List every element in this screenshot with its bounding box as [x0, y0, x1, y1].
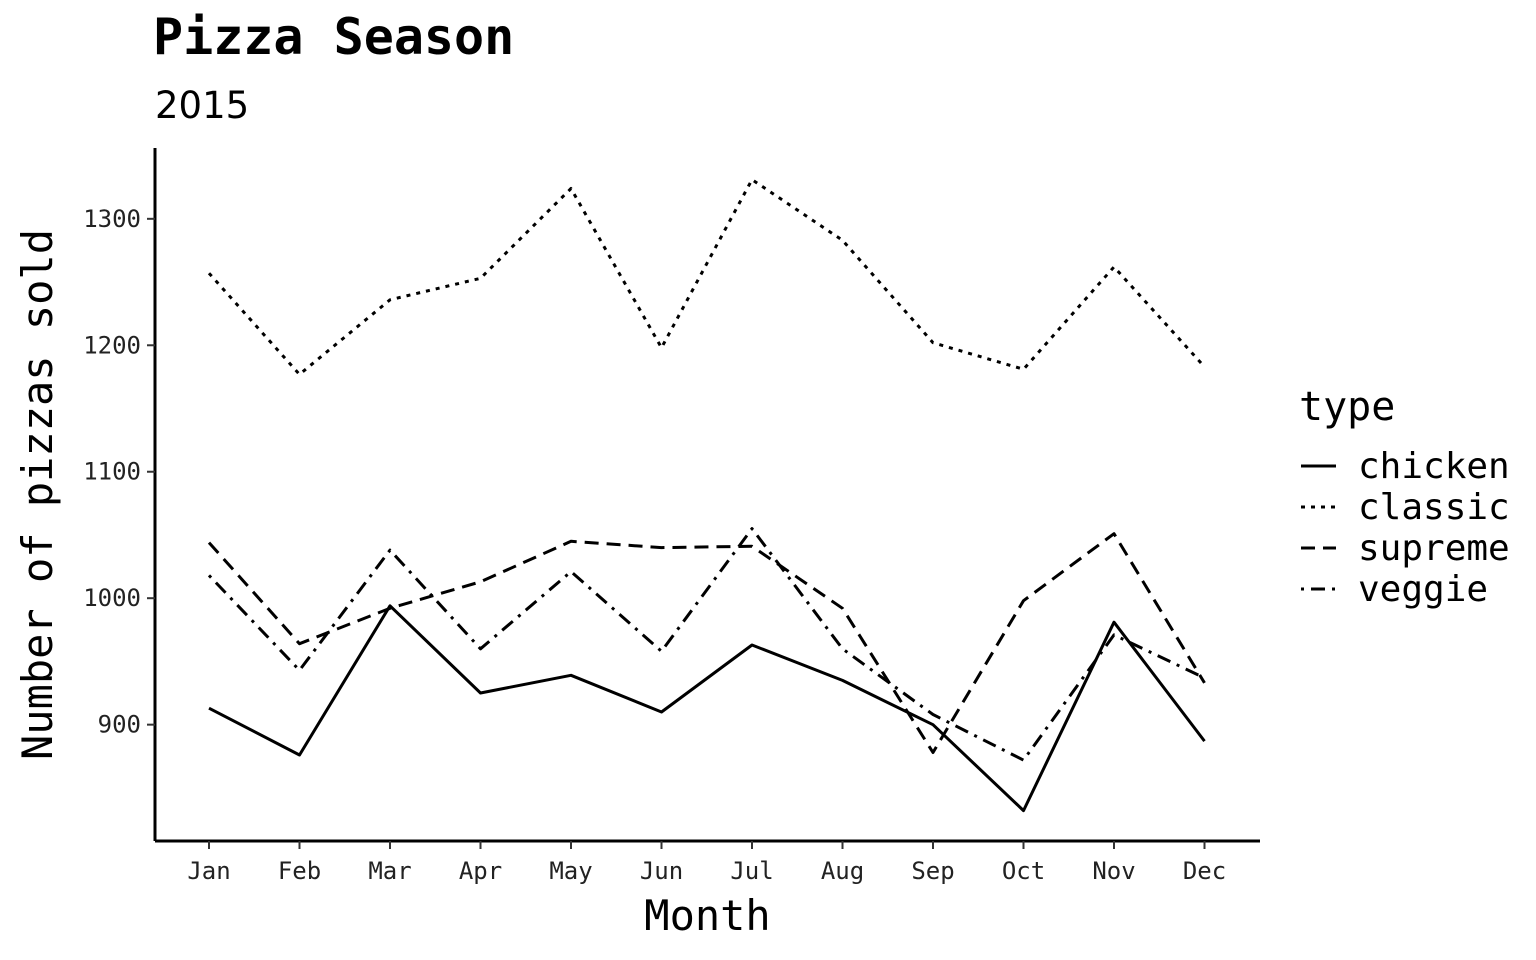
x-tick-label: Jul — [730, 857, 773, 885]
legend-label-chicken: chicken — [1358, 446, 1510, 487]
y-tick-label: 1000 — [83, 584, 141, 612]
x-tick-label: May — [549, 857, 592, 885]
x-tick-label: Sep — [911, 857, 954, 885]
legend-title: type — [1299, 384, 1395, 430]
x-tick-label: Oct — [1002, 857, 1045, 885]
chart-subtitle: 2015 — [155, 84, 250, 127]
legend-label-classic: classic — [1358, 487, 1510, 528]
x-tick-label: Nov — [1092, 857, 1135, 885]
y-tick-label: 1100 — [83, 458, 141, 486]
x-tick-label: Feb — [278, 857, 321, 885]
legend-label-veggie: veggie — [1358, 569, 1488, 610]
x-tick-label: Jun — [640, 857, 683, 885]
x-tick-label: Mar — [368, 857, 411, 885]
legend-label-supreme: supreme — [1358, 528, 1510, 569]
chart-title: Pizza Season — [153, 8, 515, 66]
y-tick-label: 1200 — [83, 331, 141, 359]
x-tick-label: Jan — [187, 857, 230, 885]
x-axis-title: Month — [644, 891, 770, 940]
series-line-classic — [207, 178, 1206, 376]
series-line-chicken — [208, 604, 1206, 813]
y-tick-label: 900 — [98, 711, 141, 739]
x-tick-label: Aug — [821, 857, 864, 885]
x-tick-label: Dec — [1183, 857, 1226, 885]
series-line-veggie — [207, 527, 1206, 762]
y-axis-title: Number of pizzas sold — [13, 229, 62, 760]
series-line-supreme — [207, 532, 1206, 754]
x-tick-label: Apr — [459, 857, 502, 885]
y-tick-label: 1300 — [83, 205, 141, 233]
